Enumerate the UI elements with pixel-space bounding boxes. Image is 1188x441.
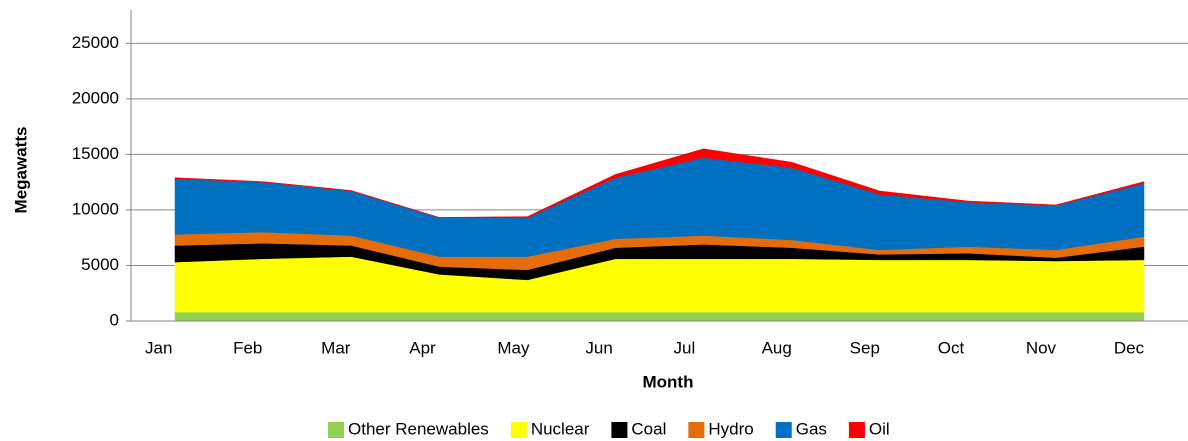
area (174, 256, 1145, 313)
x-tick-label: Sep (850, 338, 880, 357)
y-axis-label: Megawatts (11, 127, 30, 214)
area (174, 148, 1145, 218)
x-tick-label: Mar (321, 338, 351, 357)
x-tick-label: Nov (1026, 338, 1057, 357)
legend-label: Oil (869, 419, 890, 438)
legend-label: Nuclear (531, 419, 590, 438)
x-tick-label: Apr (409, 338, 436, 357)
y-tick-label: 0 (110, 310, 119, 329)
legend-label: Coal (631, 419, 666, 438)
x-tick-label: Feb (233, 338, 262, 357)
x-tick-label: Dec (1114, 338, 1145, 357)
x-tick-label: Jun (585, 338, 612, 357)
x-tick-label: Aug (762, 338, 792, 357)
legend-swatch (775, 422, 792, 438)
legend: Other Renewables Nuclear Coal Hydro Gas Oil (328, 419, 890, 438)
legend-swatch (510, 422, 527, 438)
x-axis-label: Month (643, 372, 694, 391)
y-tick-label: 15000 (72, 144, 119, 163)
x-tick-label: Jan (145, 338, 172, 357)
legend-swatch (611, 422, 628, 438)
x-tick-label: May (497, 338, 530, 357)
legend-label: Gas (796, 419, 827, 438)
legend-swatch (848, 422, 865, 438)
legend-swatch (328, 422, 344, 438)
legend-label: Hydro (708, 419, 753, 438)
legend-swatch (688, 422, 705, 438)
y-tick-label: 25000 (72, 33, 119, 52)
x-tick-label: Oct (938, 338, 965, 357)
y-tick-label: 5000 (81, 255, 119, 274)
x-tick-label: Jul (674, 338, 696, 357)
areas (174, 148, 1145, 322)
axes: 0 5000 10000 15000 20000 25000 Jan Feb Mar Apr May… (72, 10, 1188, 357)
y-tick-label: 10000 (72, 199, 119, 218)
y-tick-label: 20000 (72, 88, 119, 107)
legend-label: Other Renewables (348, 419, 489, 438)
area (174, 311, 1145, 322)
